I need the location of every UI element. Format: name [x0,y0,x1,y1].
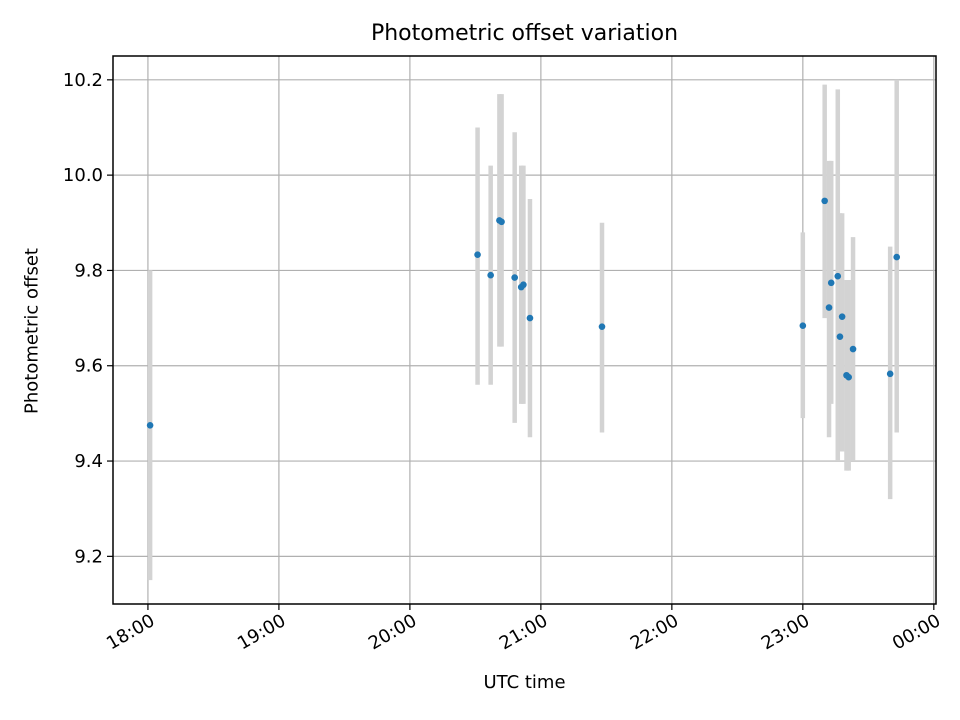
y-tick-label: 9.8 [74,260,103,281]
data-point [520,281,527,289]
y-tick-label: 10.2 [63,70,103,91]
x-tick-label: 22:00 [627,610,682,654]
x-tick-label: 23:00 [758,610,813,654]
data-point [487,271,494,279]
data-point [526,314,534,322]
x-tick-label: 18:00 [103,610,158,654]
data-point [825,304,833,311]
data-point [836,333,844,340]
data-point [511,274,518,281]
data-point [799,322,807,330]
y-tick-label: 9.6 [74,356,103,377]
data-point [821,197,828,205]
data-point [146,422,154,429]
data-point [886,370,894,378]
y-tick-label: 10.0 [63,165,103,186]
data-point [598,323,606,330]
data-point [834,272,842,280]
axes-frame [112,55,937,605]
x-axis-label: UTC time [483,672,566,693]
data-point [474,251,481,259]
y-tick-label: 9.2 [74,546,103,567]
y-tick-label: 9.4 [74,451,103,472]
x-tick-label: 20:00 [365,610,420,654]
data-point [845,373,852,381]
y-axis-label: Photometric offset [21,248,43,414]
data-point [827,279,835,287]
x-tick-label: 00:00 [889,610,944,654]
data-point [849,345,857,353]
data-point [838,313,846,320]
chart-title: Photometric offset variation [370,21,679,46]
data-point [498,218,505,226]
x-tick-label: 19:00 [234,610,289,654]
x-tick-label: 21:00 [496,610,551,654]
data-point [893,253,901,261]
